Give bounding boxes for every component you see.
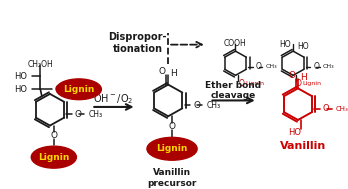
Text: CH₃: CH₃ xyxy=(88,110,103,119)
Text: CH₂OH: CH₂OH xyxy=(27,60,53,69)
Text: Lignin: Lignin xyxy=(245,81,264,86)
Text: HO: HO xyxy=(14,85,27,94)
Text: O: O xyxy=(158,67,165,76)
Text: O: O xyxy=(288,71,295,80)
Text: OH$^-$/O$_2$: OH$^-$/O$_2$ xyxy=(93,93,134,106)
Text: O: O xyxy=(323,104,330,113)
Text: COOH: COOH xyxy=(224,39,247,48)
Text: O: O xyxy=(313,62,319,71)
Text: O: O xyxy=(193,101,200,110)
Text: CH₃: CH₃ xyxy=(265,64,277,69)
Text: O: O xyxy=(75,110,82,119)
Text: Lignin: Lignin xyxy=(63,85,95,94)
Text: HO: HO xyxy=(297,42,309,51)
Text: Vanillin: Vanillin xyxy=(280,141,326,151)
Text: Lignin: Lignin xyxy=(156,144,188,153)
Text: Ether bond
cleavage: Ether bond cleavage xyxy=(205,81,262,100)
Text: CH₃: CH₃ xyxy=(207,101,221,110)
Text: CH₃: CH₃ xyxy=(335,106,348,112)
Text: HO: HO xyxy=(14,72,27,81)
Text: HO: HO xyxy=(288,129,301,137)
Ellipse shape xyxy=(31,146,77,168)
Text: Lignin: Lignin xyxy=(38,153,70,162)
Ellipse shape xyxy=(56,79,101,100)
Text: H: H xyxy=(170,69,177,78)
Text: O: O xyxy=(238,79,244,88)
Text: Dispropor-
tionation: Dispropor- tionation xyxy=(108,32,167,53)
Text: CH₃: CH₃ xyxy=(323,64,334,69)
Text: O: O xyxy=(256,62,262,71)
Text: HO: HO xyxy=(279,40,291,49)
Text: H: H xyxy=(300,73,307,82)
Text: O: O xyxy=(50,131,57,140)
Text: O: O xyxy=(55,85,62,94)
Text: O: O xyxy=(168,122,175,131)
Ellipse shape xyxy=(147,137,197,160)
Text: O: O xyxy=(296,79,302,88)
Text: Lignin: Lignin xyxy=(303,81,322,86)
Text: Vanillin
precursor: Vanillin precursor xyxy=(147,168,197,188)
